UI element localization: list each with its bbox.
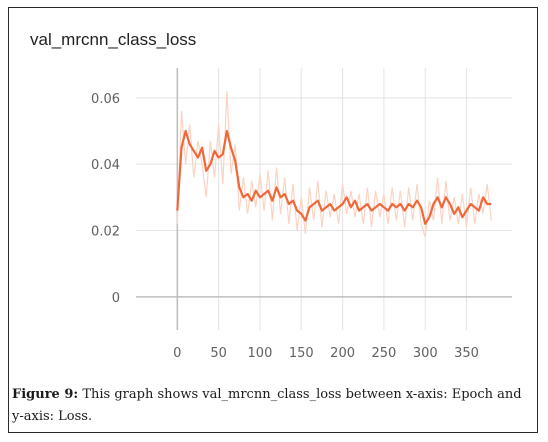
- x-tick-label: 50: [210, 346, 227, 361]
- y-tick-label: 0: [112, 291, 120, 306]
- caption-label: Figure 9:: [12, 387, 79, 402]
- y-tick-labels: 0 0.02 0.04 0.06: [91, 92, 120, 306]
- y-tick-label: 0.06: [91, 92, 120, 107]
- smoothed-series: [176, 129, 492, 225]
- x-tick-label: 150: [289, 346, 314, 361]
- y-tick-label: 0.02: [91, 225, 120, 240]
- x-tick-labels: 0 50 100 150 200 250 300 350: [173, 346, 479, 361]
- x-tick-label: 100: [248, 346, 273, 361]
- loss-chart: 0 50 100 150 200 250 300 350 0 0.02 0.04 0.06: [91, 68, 512, 361]
- y-tick-label: 0.04: [91, 158, 120, 173]
- smoothed-series-line: [176, 129, 492, 225]
- x-tick-label: 300: [413, 346, 438, 361]
- x-tick-label: 200: [330, 346, 355, 361]
- x-tick-label: 250: [371, 346, 396, 361]
- x-tick-label: 350: [454, 346, 479, 361]
- grid: [136, 68, 512, 330]
- chart-title: val_mrcnn_class_loss: [30, 30, 197, 49]
- x-tick-label: 0: [173, 346, 181, 361]
- caption-text: This graph shows val_mrcnn_class_loss be…: [12, 387, 522, 424]
- axes: [136, 68, 512, 330]
- figure-caption: Figure 9: This graph shows val_mrcnn_cla…: [12, 384, 530, 428]
